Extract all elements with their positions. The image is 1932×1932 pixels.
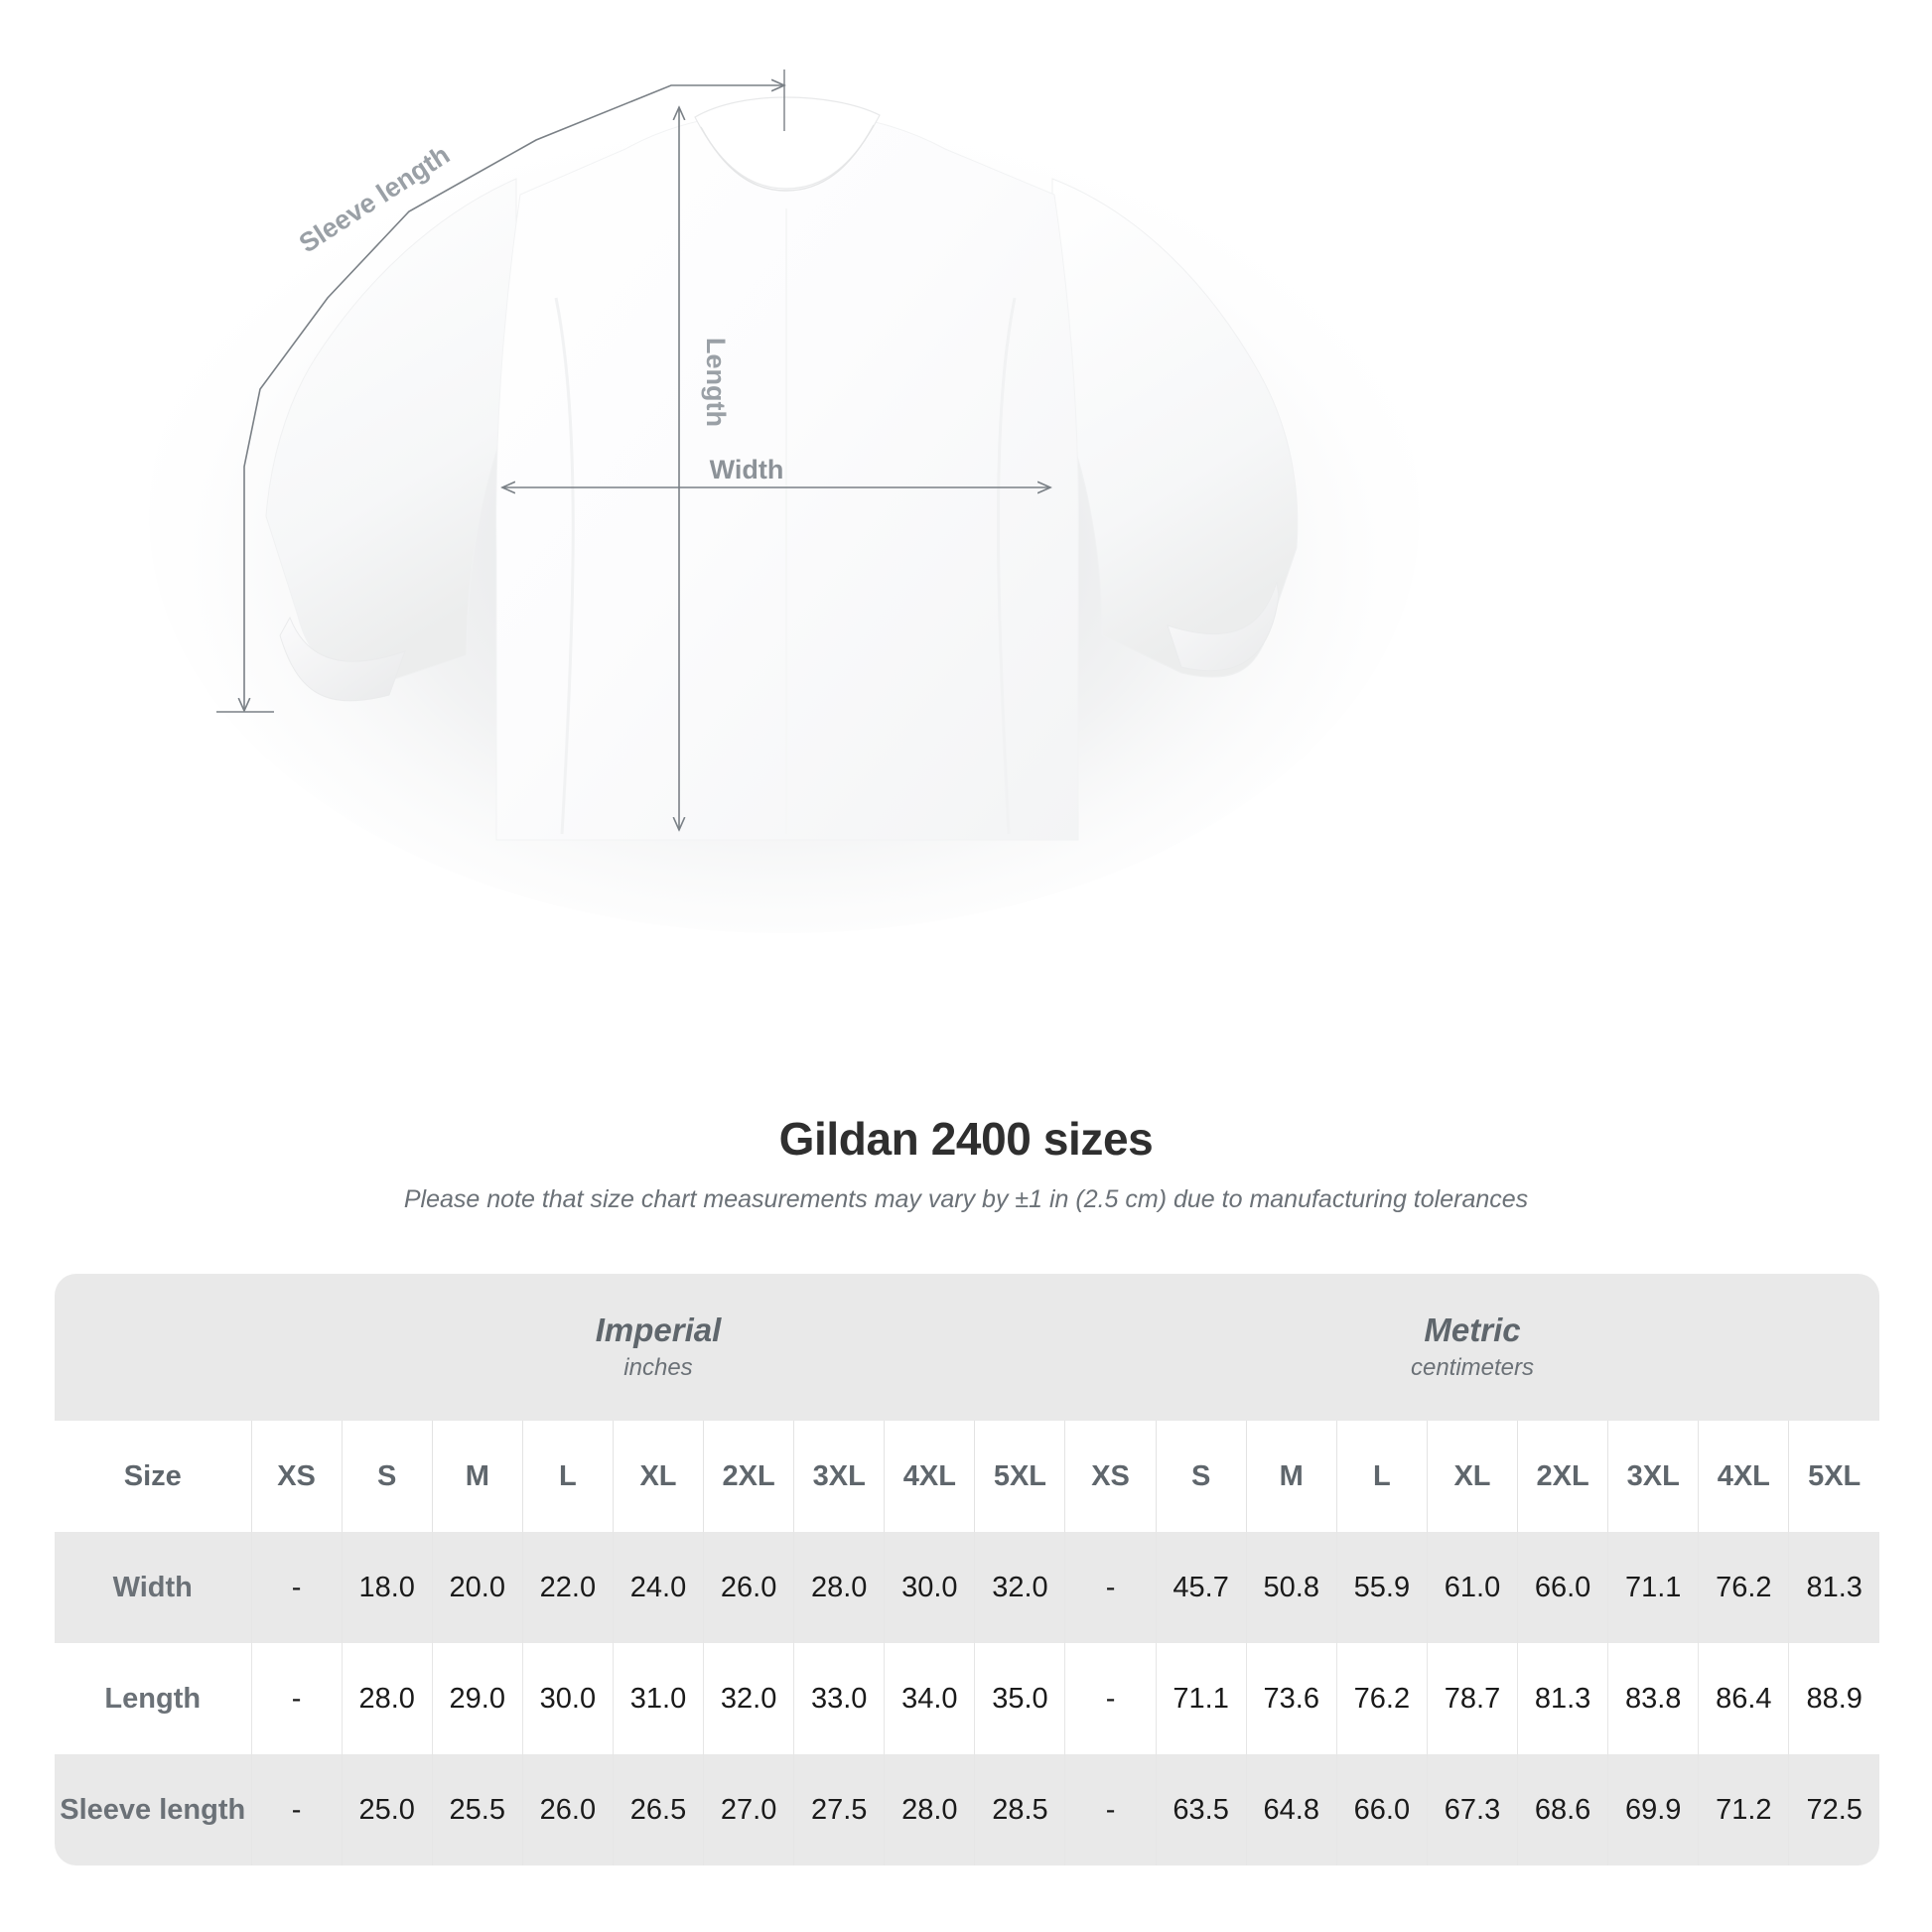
cell-length-met-xl: 78.7 xyxy=(1426,1643,1518,1754)
column-header-imp-xl: XL xyxy=(612,1421,704,1532)
cell-length-imp-2xl: 32.0 xyxy=(703,1643,794,1754)
cell-sleeve-met-xl: 67.3 xyxy=(1426,1754,1518,1865)
cell-width-imp-3xl: 28.0 xyxy=(793,1532,885,1643)
cell-width-imp-s: 18.0 xyxy=(341,1532,433,1643)
cell-length-met-5xl: 88.9 xyxy=(1788,1643,1879,1754)
cell-sleeve-met-4xl: 71.2 xyxy=(1698,1754,1789,1865)
column-header-imp-xs: XS xyxy=(250,1421,343,1532)
cell-width-met-s: 45.7 xyxy=(1155,1532,1247,1643)
unit-group-metric-sub: centimeters xyxy=(1410,1354,1535,1382)
cell-sleeve-imp-m: 25.5 xyxy=(431,1754,523,1865)
cell-sleeve-met-xs: - xyxy=(1064,1754,1157,1865)
unit-group-imperial-name: Imperial xyxy=(595,1311,722,1349)
cell-sleeve-imp-5xl: 28.5 xyxy=(974,1754,1065,1865)
cell-sleeve-imp-xl: 26.5 xyxy=(612,1754,704,1865)
column-header-met-xs: XS xyxy=(1064,1421,1157,1532)
cell-width-imp-2xl: 26.0 xyxy=(703,1532,794,1643)
cell-sleeve-imp-4xl: 28.0 xyxy=(884,1754,975,1865)
row-label-length: Length xyxy=(55,1643,251,1754)
unit-group-metric: Metric centimeters xyxy=(1064,1274,1879,1421)
unit-group-row: Imperial inches Metric centimeters xyxy=(55,1274,1879,1421)
cell-length-met-4xl: 86.4 xyxy=(1698,1643,1789,1754)
cell-sleeve-imp-xs: - xyxy=(250,1754,343,1865)
row-label-width: Width xyxy=(55,1532,251,1643)
row-label-sleeve-length: Sleeve length xyxy=(55,1754,251,1865)
cell-sleeve-imp-s: 25.0 xyxy=(341,1754,433,1865)
cell-sleeve-met-s: 63.5 xyxy=(1155,1754,1247,1865)
column-header-imp-2xl: 2XL xyxy=(703,1421,794,1532)
column-header-met-3xl: 3XL xyxy=(1607,1421,1699,1532)
cell-length-met-2xl: 81.3 xyxy=(1517,1643,1608,1754)
cell-width-met-l: 55.9 xyxy=(1335,1532,1428,1643)
column-header-met-s: S xyxy=(1155,1421,1247,1532)
measurement-guides xyxy=(216,69,1050,830)
table-row: Width - 18.0 20.0 22.0 24.0 26.0 28.0 30… xyxy=(55,1532,1879,1643)
cell-length-met-l: 76.2 xyxy=(1335,1643,1428,1754)
table-row: Sleeve length - 25.0 25.5 26.0 26.5 27.0… xyxy=(55,1754,1879,1865)
cell-width-met-5xl: 81.3 xyxy=(1788,1532,1879,1643)
cell-length-met-xs: - xyxy=(1064,1643,1157,1754)
cell-length-imp-5xl: 35.0 xyxy=(974,1643,1065,1754)
cell-width-met-2xl: 66.0 xyxy=(1517,1532,1608,1643)
cell-width-met-3xl: 71.1 xyxy=(1607,1532,1699,1643)
column-header-met-l: L xyxy=(1335,1421,1428,1532)
column-header-met-2xl: 2XL xyxy=(1517,1421,1608,1532)
cell-width-imp-l: 22.0 xyxy=(521,1532,614,1643)
unit-group-imperial-sub: inches xyxy=(623,1354,693,1382)
cell-length-imp-3xl: 33.0 xyxy=(793,1643,885,1754)
cell-width-imp-4xl: 30.0 xyxy=(884,1532,975,1643)
cell-width-imp-xl: 24.0 xyxy=(612,1532,704,1643)
column-header-met-xl: XL xyxy=(1426,1421,1518,1532)
tolerance-note: Please note that size chart measurements… xyxy=(403,1184,1529,1213)
column-header-imp-s: S xyxy=(341,1421,433,1532)
cell-length-imp-xs: - xyxy=(250,1643,343,1754)
unit-group-imperial: Imperial inches xyxy=(251,1274,1065,1421)
cell-sleeve-imp-3xl: 27.5 xyxy=(793,1754,885,1865)
size-chart-table: Imperial inches Metric centimeters Size … xyxy=(55,1274,1879,1865)
chart-caption: Gildan 2400 sizes Please note that size … xyxy=(0,1114,1932,1214)
table-row: Length - 28.0 29.0 30.0 31.0 32.0 33.0 3… xyxy=(55,1643,1879,1754)
column-header-met-4xl: 4XL xyxy=(1698,1421,1789,1532)
cell-width-met-4xl: 76.2 xyxy=(1698,1532,1789,1643)
cell-length-imp-xl: 31.0 xyxy=(612,1643,704,1754)
column-header-imp-3xl: 3XL xyxy=(793,1421,885,1532)
size-chart-table-wrapper: Imperial inches Metric centimeters Size … xyxy=(55,1274,1879,1865)
column-header-imp-5xl: 5XL xyxy=(974,1421,1065,1532)
cell-sleeve-met-m: 64.8 xyxy=(1245,1754,1337,1865)
cell-sleeve-imp-2xl: 27.0 xyxy=(703,1754,794,1865)
cell-sleeve-met-5xl: 72.5 xyxy=(1788,1754,1879,1865)
cell-sleeve-met-3xl: 69.9 xyxy=(1607,1754,1699,1865)
cell-sleeve-imp-l: 26.0 xyxy=(521,1754,614,1865)
length-label: Length xyxy=(701,338,731,427)
cell-length-imp-m: 29.0 xyxy=(431,1643,523,1754)
cell-width-met-xs: - xyxy=(1064,1532,1157,1643)
cell-width-imp-5xl: 32.0 xyxy=(974,1532,1065,1643)
column-header-imp-m: M xyxy=(431,1421,523,1532)
column-header-met-5xl: 5XL xyxy=(1788,1421,1879,1532)
garment-shape xyxy=(265,96,1299,841)
sleeve-length-guide xyxy=(243,85,784,707)
garment-illustration: Sleeve length Length Width xyxy=(149,69,1420,933)
cell-length-met-3xl: 83.8 xyxy=(1607,1643,1699,1754)
unit-spacer xyxy=(55,1274,251,1421)
cell-length-met-s: 71.1 xyxy=(1155,1643,1247,1754)
size-header-row: Size XS S M L XL 2XL 3XL 4XL 5XL XS S M … xyxy=(55,1421,1879,1532)
page-title: Gildan 2400 sizes xyxy=(778,1113,1154,1165)
column-header-size: Size xyxy=(55,1421,251,1532)
cell-length-imp-4xl: 34.0 xyxy=(884,1643,975,1754)
cell-width-met-xl: 61.0 xyxy=(1426,1532,1518,1643)
cell-sleeve-met-l: 66.0 xyxy=(1335,1754,1428,1865)
cell-length-met-m: 73.6 xyxy=(1245,1643,1337,1754)
column-header-imp-l: L xyxy=(521,1421,614,1532)
cell-width-met-m: 50.8 xyxy=(1245,1532,1337,1643)
cell-length-imp-l: 30.0 xyxy=(521,1643,614,1754)
column-header-met-m: M xyxy=(1245,1421,1337,1532)
cell-width-imp-m: 20.0 xyxy=(431,1532,523,1643)
cell-width-imp-xs: - xyxy=(250,1532,343,1643)
cell-length-imp-s: 28.0 xyxy=(341,1643,433,1754)
unit-group-metric-name: Metric xyxy=(1424,1311,1521,1349)
column-header-imp-4xl: 4XL xyxy=(884,1421,975,1532)
width-label: Width xyxy=(710,455,784,484)
cell-sleeve-met-2xl: 68.6 xyxy=(1517,1754,1608,1865)
